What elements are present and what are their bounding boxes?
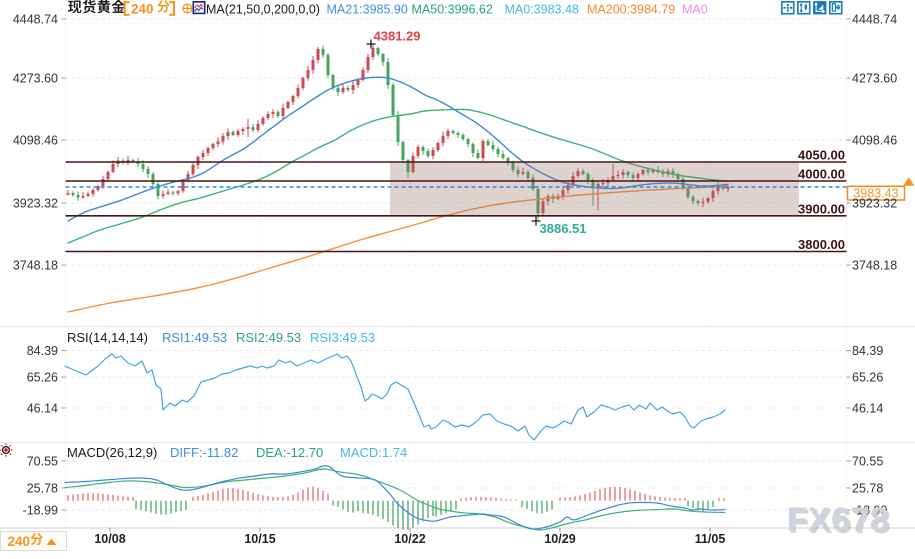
svg-text:RSI(14,14,14): RSI(14,14,14) xyxy=(67,330,148,345)
svg-text:4448.74: 4448.74 xyxy=(13,13,58,27)
svg-text:4273.60: 4273.60 xyxy=(852,72,897,86)
svg-text:FX678: FX678 xyxy=(787,501,890,539)
svg-text:DEA:-12.70: DEA:-12.70 xyxy=(256,445,323,460)
svg-text:46.14: 46.14 xyxy=(852,402,883,416)
svg-text:MA(21,50,0,200,0,0): MA(21,50,0,200,0,0) xyxy=(206,3,320,17)
svg-text:3748.18: 3748.18 xyxy=(13,259,58,273)
svg-text:4050.00: 4050.00 xyxy=(798,148,845,163)
svg-text:65.26: 65.26 xyxy=(27,371,58,385)
svg-text:RSI2:49.53: RSI2:49.53 xyxy=(236,330,301,345)
svg-text:240: 240 xyxy=(131,2,154,17)
svg-text:84.39: 84.39 xyxy=(852,344,883,358)
svg-text:4273.60: 4273.60 xyxy=(13,72,58,86)
svg-text:10/08: 10/08 xyxy=(94,532,125,546)
svg-text:4448.74: 4448.74 xyxy=(852,13,897,27)
svg-text:RSI1:49.53: RSI1:49.53 xyxy=(162,330,227,345)
svg-text:-18.99: -18.99 xyxy=(852,504,887,518)
svg-text:MACD:1.74: MACD:1.74 xyxy=(340,445,407,460)
svg-text:25.78: 25.78 xyxy=(852,482,883,496)
svg-text:65.26: 65.26 xyxy=(852,371,883,385)
svg-text:10/22: 10/22 xyxy=(394,532,425,546)
svg-text:FX678: FX678 xyxy=(789,503,892,541)
svg-text:3748.18: 3748.18 xyxy=(852,259,897,273)
svg-text:70.55: 70.55 xyxy=(27,455,58,469)
svg-text:3900.00: 3900.00 xyxy=(798,201,845,216)
svg-text:3886.51: 3886.51 xyxy=(540,221,587,236)
svg-text:MACD(26,12,9): MACD(26,12,9) xyxy=(67,445,157,460)
svg-text:-18.99: -18.99 xyxy=(23,504,58,518)
svg-text:MA0:3983.48: MA0:3983.48 xyxy=(505,3,579,17)
svg-text:DIFF:-11.82: DIFF:-11.82 xyxy=(170,445,238,460)
svg-text:25.78: 25.78 xyxy=(27,482,58,496)
svg-text:MA0: MA0 xyxy=(682,3,708,17)
svg-text:3800.00: 3800.00 xyxy=(798,237,845,252)
svg-text:4000.00: 4000.00 xyxy=(798,167,845,182)
svg-text:MA200:3984.79: MA200:3984.79 xyxy=(587,3,675,17)
svg-text:11/05: 11/05 xyxy=(695,532,726,546)
svg-text:10/29: 10/29 xyxy=(544,532,575,546)
svg-text:3923.32: 3923.32 xyxy=(852,197,897,211)
svg-text:10/15: 10/15 xyxy=(244,532,275,546)
svg-text:MA21:3985.90: MA21:3985.90 xyxy=(327,3,408,17)
svg-text:70.55: 70.55 xyxy=(852,455,883,469)
svg-text:46.14: 46.14 xyxy=(27,402,58,416)
svg-text:3983.43: 3983.43 xyxy=(853,186,898,200)
svg-text:240: 240 xyxy=(8,534,31,549)
svg-text:RSI3:49.53: RSI3:49.53 xyxy=(310,330,375,345)
svg-text:3923.32: 3923.32 xyxy=(13,197,58,211)
svg-text:84.39: 84.39 xyxy=(27,344,58,358)
svg-text:MA50:3996.62: MA50:3996.62 xyxy=(412,3,493,17)
svg-text:4381.29: 4381.29 xyxy=(374,29,421,44)
svg-text:4098.46: 4098.46 xyxy=(852,134,897,148)
svg-text:4098.46: 4098.46 xyxy=(13,134,58,148)
